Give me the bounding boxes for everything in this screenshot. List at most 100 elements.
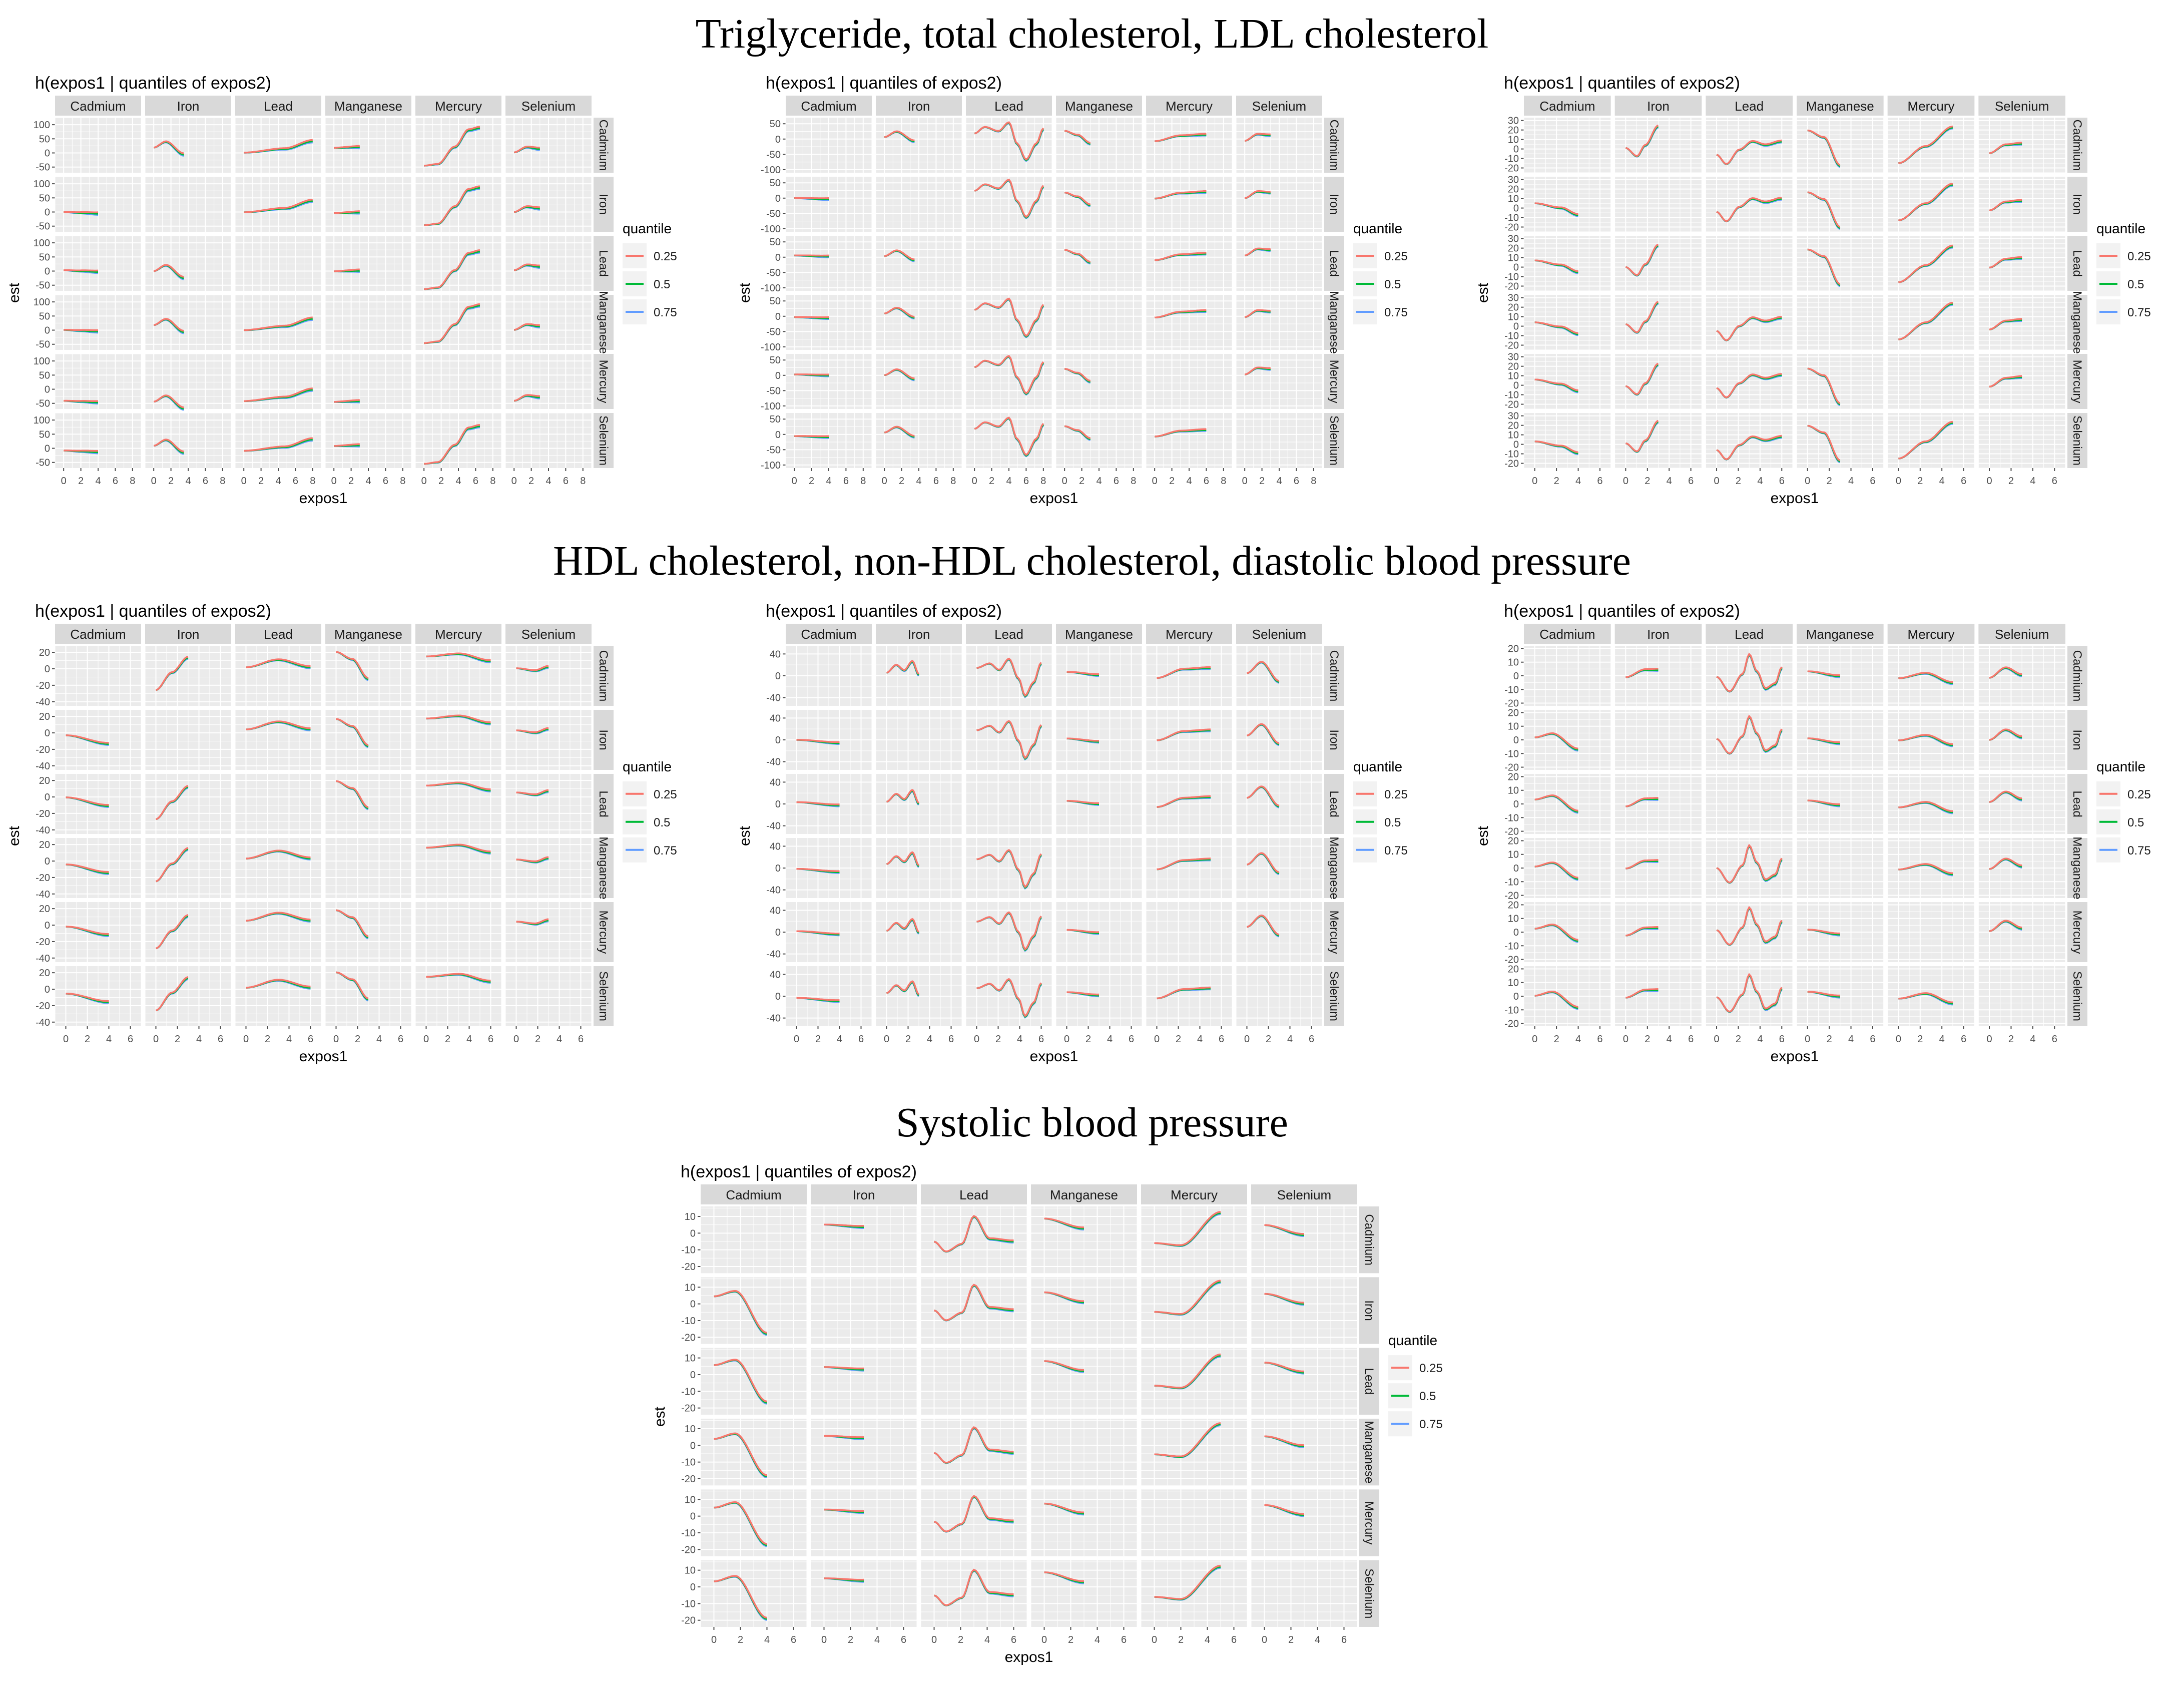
x-tick-label: 2 — [85, 1034, 90, 1045]
row-strip-selenium — [2067, 413, 2087, 468]
row-strip-lead — [594, 236, 614, 291]
panel — [1523, 236, 1611, 291]
series-line-q0.25 — [1064, 130, 1090, 144]
series-line-q0.25 — [246, 850, 311, 860]
x-tick-label: 2 — [355, 1034, 360, 1045]
series-line-q0.25 — [976, 720, 1042, 759]
y-tick-label: 20 — [1508, 707, 1519, 718]
panel — [1978, 413, 2066, 469]
legend-label: 0.75 — [654, 844, 677, 858]
series-line-q0.25 — [884, 130, 915, 142]
section-title-2: HDL cholesterol, non-HDL cholesterol, di… — [553, 538, 1631, 584]
x-tick-label: 6 — [488, 1034, 493, 1045]
x-tick-label: 4 — [1757, 476, 1763, 487]
x-tick-label: 2 — [265, 1034, 270, 1045]
chart-A1: h(expos1 | quantiles of expos2) Cadmium Ir… — [6, 74, 677, 507]
x-tick-label: 4 — [365, 476, 371, 487]
x-tick-label: 2 — [168, 476, 174, 487]
series-line-q0.25 — [976, 978, 1042, 1018]
x-tick-label: 8 — [860, 476, 866, 487]
col-strip-cadmium — [55, 624, 141, 644]
panel — [325, 646, 412, 706]
x-tick-label: 6 — [1129, 1034, 1134, 1045]
panel — [145, 710, 232, 770]
col-strip-mercury — [1146, 624, 1232, 644]
x-tick-label: 8 — [400, 476, 405, 487]
row-strip-label: Manganese — [1327, 291, 1341, 353]
chart-title: h(expos1 | quantiles of expos2) — [35, 74, 271, 93]
y-tick-label: -20 — [36, 1001, 50, 1012]
x-tick-label: 8 — [310, 476, 315, 487]
x-tick-label: 4 — [2030, 476, 2035, 487]
series-line-q0.25 — [1155, 190, 1207, 200]
series-line-q0.25 — [516, 665, 549, 671]
y-tick-label: 100 — [34, 120, 50, 131]
panel — [875, 710, 962, 770]
panel — [325, 902, 412, 962]
series-line-q0.25 — [974, 416, 1044, 456]
panel — [235, 117, 322, 173]
x-tick-label: 6 — [1294, 476, 1299, 487]
legend-label: 0.75 — [2127, 306, 2151, 319]
col-strip-iron — [1614, 624, 1702, 644]
y-tick-label: 50 — [770, 355, 781, 366]
panel — [1146, 774, 1233, 834]
series-line-q0.25 — [244, 387, 313, 402]
panel — [235, 966, 322, 1026]
x-tick-label: 6 — [383, 476, 388, 487]
x-tick-label: 8 — [1221, 476, 1226, 487]
panel — [415, 774, 502, 834]
panel — [415, 235, 502, 291]
legend-label: 0.25 — [1384, 788, 1408, 801]
y-tick-label: 100 — [34, 415, 50, 426]
x-tick-label: 4 — [837, 1034, 842, 1045]
col-strip-iron — [145, 624, 231, 644]
x-tick-label: 2 — [348, 476, 354, 487]
series-line-q0.25 — [153, 264, 184, 278]
row-strip-label: Cadmium — [597, 650, 610, 702]
series-line-q0.25 — [974, 354, 1044, 394]
legend-title: quantile — [1353, 759, 1402, 774]
panel — [505, 774, 592, 834]
panel — [875, 902, 962, 962]
panel — [1523, 354, 1611, 409]
x-tick-label: 2 — [1645, 476, 1650, 487]
panel — [415, 838, 502, 898]
series-line-q0.25 — [1157, 858, 1211, 871]
x-tick-label: 2 — [1266, 1034, 1271, 1045]
panel — [145, 902, 232, 962]
series-line-q0.25 — [1064, 425, 1090, 439]
y-tick-label: 50 — [770, 414, 781, 425]
series-line-q0.25 — [1807, 425, 1841, 462]
series-line-q0.25 — [1716, 714, 1783, 754]
row-strip-label: Manganese — [2070, 836, 2084, 899]
panel — [325, 235, 412, 291]
y-tick-label: 20 — [1508, 184, 1519, 195]
y-tick-label: 40 — [770, 969, 781, 980]
panel — [505, 176, 592, 232]
panel — [55, 646, 142, 706]
panel — [145, 176, 232, 232]
x-tick-label: 0 — [882, 476, 887, 487]
panel — [1236, 710, 1323, 770]
x-tick-label: 0 — [153, 1034, 159, 1045]
panel — [785, 966, 872, 1026]
series-line-q0.25 — [884, 249, 915, 260]
y-tick-label: 10 — [1508, 135, 1519, 146]
panel — [415, 294, 502, 350]
series-line-q0.25 — [334, 443, 360, 447]
row-strip-selenium — [594, 966, 614, 1026]
x-tick-label: 2 — [1079, 476, 1084, 487]
x-tick-label: 4 — [95, 476, 101, 487]
y-tick-label: 20 — [1508, 420, 1519, 432]
col-strip-lead — [1706, 96, 1793, 116]
panel — [55, 117, 142, 173]
series-line-q0.25 — [974, 297, 1044, 337]
panel — [505, 117, 592, 173]
row-strip-iron — [1324, 710, 1344, 770]
series-line-q0.25 — [336, 651, 369, 679]
series-line-q0.25 — [153, 394, 184, 408]
panel — [1055, 646, 1143, 706]
y-tick-label: 0 — [775, 735, 781, 746]
